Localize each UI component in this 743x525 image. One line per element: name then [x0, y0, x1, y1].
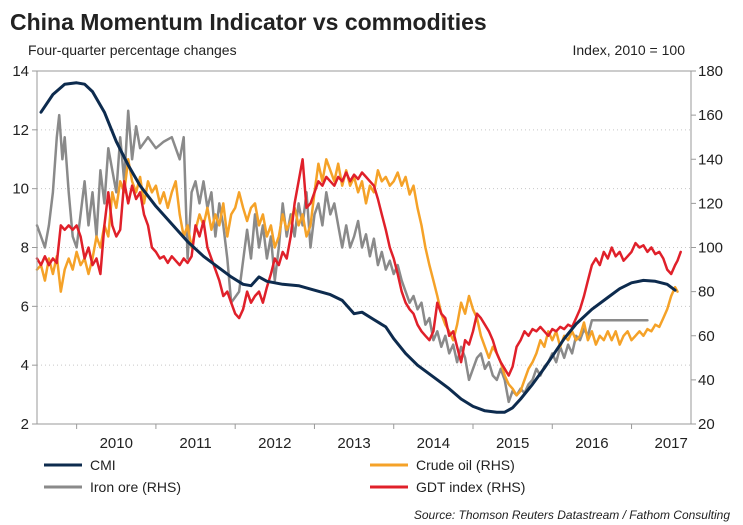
chart-title: China Momentum Indicator vs commodities	[10, 9, 487, 35]
series-line-cmi	[39, 81, 677, 414]
left-tick-label: 10	[12, 181, 29, 198]
x-tick-label: 2015	[496, 435, 529, 452]
legend-label: Iron ore (RHS)	[90, 479, 181, 495]
legend-label: CMI	[90, 457, 116, 473]
right-axis-subtitle: Index, 2010 = 100	[573, 42, 686, 58]
right-tick-label: 120	[698, 195, 723, 212]
left-tick-label: 6	[21, 298, 29, 315]
left-tick-label: 8	[21, 240, 29, 257]
left-tick-label: 2	[21, 416, 29, 433]
left-axis-subtitle: Four-quarter percentage changes	[28, 42, 237, 58]
source-note: Source: Thomson Reuters Datastream / Fat…	[414, 508, 730, 522]
right-tick-label: 180	[698, 63, 723, 80]
right-tick-label: 80	[698, 284, 715, 301]
x-tick-label: 2016	[575, 435, 608, 452]
series-line-gdt-index-rhs	[35, 158, 682, 377]
x-tick-label: 2017	[654, 435, 687, 452]
plot-frame	[36, 70, 692, 425]
legend: CMI Crude oil (RHS) Iron ore (RHS) GDT inde…	[44, 457, 525, 495]
right-tick-label: 140	[698, 151, 723, 168]
x-tick-label: 2012	[258, 435, 291, 452]
x-tick-label: 2014	[417, 435, 450, 452]
gridlines	[37, 129, 691, 366]
legend-label: GDT index (RHS)	[416, 479, 525, 495]
series-line-iron-ore-rhs	[35, 109, 649, 404]
left-tick-label: 4	[21, 357, 29, 374]
left-tick-label: 12	[12, 122, 29, 139]
series-lines	[35, 81, 682, 414]
x-tick-label: 2011	[179, 435, 211, 452]
right-tick-label: 60	[698, 328, 715, 345]
right-tick-label: 100	[698, 240, 723, 257]
legend-label: Crude oil (RHS)	[416, 457, 515, 473]
x-tick-label: 2013	[337, 435, 370, 452]
right-tick-label: 20	[698, 416, 715, 433]
left-tick-label: 14	[12, 63, 29, 80]
x-tick-label: 2010	[100, 435, 133, 452]
right-tick-label: 160	[698, 107, 723, 124]
series-line-crude-oil-rhs	[35, 158, 679, 397]
axes: 2 4 6 8 10 12 14 20 40 60 80 100 120 140 160 180 2010 201…	[12, 63, 723, 452]
right-tick-label: 40	[698, 372, 715, 389]
